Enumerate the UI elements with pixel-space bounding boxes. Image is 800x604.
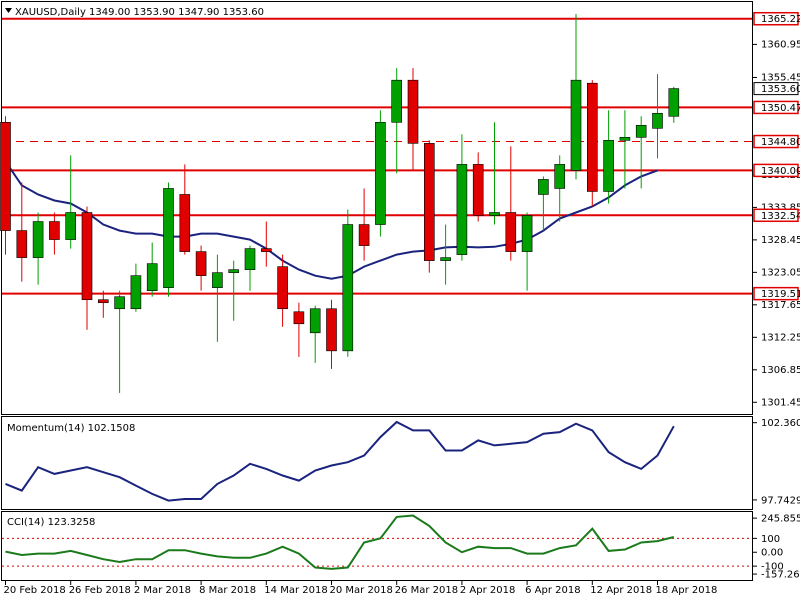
bull-candle — [653, 113, 663, 128]
bull-candle — [147, 264, 157, 291]
bull-candle — [441, 258, 451, 261]
bear-candle — [278, 267, 288, 309]
bear-candle — [294, 312, 304, 324]
date-label: 2 Mar 2018 — [134, 585, 191, 596]
bull-candle — [555, 164, 565, 188]
cci-line — [6, 516, 674, 569]
cci-panel[interactable] — [2, 512, 753, 581]
date-label: 14 Mar 2018 — [264, 585, 327, 596]
bull-candle — [33, 222, 43, 258]
dropdown-triangle-icon[interactable] — [5, 8, 12, 13]
cci-tick-label: 245.855 — [761, 514, 800, 525]
date-label: 2 Apr 2018 — [460, 585, 515, 596]
date-label: 6 Apr 2018 — [525, 585, 580, 596]
price-axis-group: 1360.951355.451339.251333.851328.451323.… — [753, 13, 800, 409]
date-label: 12 Apr 2018 — [590, 585, 652, 596]
level-price-label: 1365.22 — [761, 14, 800, 25]
bull-candle — [164, 188, 174, 287]
bear-candle — [424, 143, 434, 260]
price-tick-label: 1360.95 — [761, 39, 800, 50]
bull-candle — [604, 140, 614, 191]
date-label: 26 Feb 2018 — [69, 585, 131, 596]
bear-candle — [98, 300, 108, 303]
bull-candle — [245, 249, 255, 270]
date-label: 26 Mar 2018 — [395, 585, 458, 596]
bull-candle — [538, 179, 548, 194]
bear-candle — [180, 194, 190, 251]
date-label: 20 Mar 2018 — [330, 585, 393, 596]
bull-candle — [229, 270, 239, 273]
bear-candle — [359, 225, 369, 246]
bear-candle — [17, 231, 27, 258]
bull-candle — [212, 273, 222, 288]
bull-candle — [457, 164, 467, 254]
bear-candle — [408, 80, 418, 143]
bull-candle — [375, 122, 385, 224]
candles-group — [1, 14, 679, 393]
cci-tick-label: 100 — [761, 534, 780, 545]
bear-candle — [49, 222, 59, 240]
level-price-label: 1319.51 — [761, 289, 800, 300]
cci-title: CCI(14) 123.3258 — [7, 517, 95, 528]
price-tick-label: 1355.45 — [761, 72, 800, 83]
bull-candle — [490, 213, 500, 216]
bear-candle — [261, 249, 271, 252]
price-tick-label: 1317.65 — [761, 300, 800, 311]
current-price-label: 1353.60 — [761, 84, 800, 95]
bull-candle — [131, 276, 141, 309]
bull-candle — [571, 80, 581, 170]
bull-candle — [66, 213, 76, 240]
bull-candle — [522, 216, 532, 252]
bear-candle — [506, 213, 516, 252]
ohlc-values: 1349.00 1353.90 1347.90 1353.60 — [89, 7, 264, 18]
bear-candle — [1, 122, 11, 230]
date-label: 20 Feb 2018 — [4, 585, 66, 596]
price-tick-label: 1312.25 — [761, 332, 800, 343]
level-price-label: 1350.47 — [761, 103, 800, 114]
level-price-label: 1344.80 — [761, 137, 800, 148]
bull-candle — [392, 80, 402, 122]
price-tick-label: 1323.05 — [761, 267, 800, 278]
date-label: 8 Mar 2018 — [199, 585, 256, 596]
symbol-label: XAUUSD,Daily — [15, 7, 86, 18]
level-price-label: 1332.54 — [761, 211, 800, 222]
cci-tick-label: -157.2652 — [761, 570, 800, 581]
price-tick-label: 1328.45 — [761, 235, 800, 246]
level-price-label: 1340.00 — [761, 166, 800, 177]
price-tick-label: 1306.85 — [761, 365, 800, 376]
momentum-title: Momentum(14) 102.1508 — [7, 423, 135, 434]
bull-candle — [115, 297, 125, 309]
bull-candle — [636, 125, 646, 137]
bear-candle — [82, 213, 92, 300]
bear-candle — [587, 83, 597, 191]
bear-candle — [327, 309, 337, 351]
price-tick-label: 1301.45 — [761, 397, 800, 408]
bull-candle — [310, 309, 320, 333]
date-label: 18 Apr 2018 — [656, 585, 718, 596]
momentum-tick-label: 102.3607 — [761, 418, 800, 429]
bull-candle — [669, 89, 679, 117]
cci-tick-label: 0.00 — [761, 548, 783, 559]
bull-candle — [620, 137, 630, 140]
bear-candle — [473, 164, 483, 215]
bull-candle — [343, 225, 353, 351]
momentum-tick-label: 97.7429 — [761, 495, 800, 506]
bear-candle — [196, 252, 206, 276]
